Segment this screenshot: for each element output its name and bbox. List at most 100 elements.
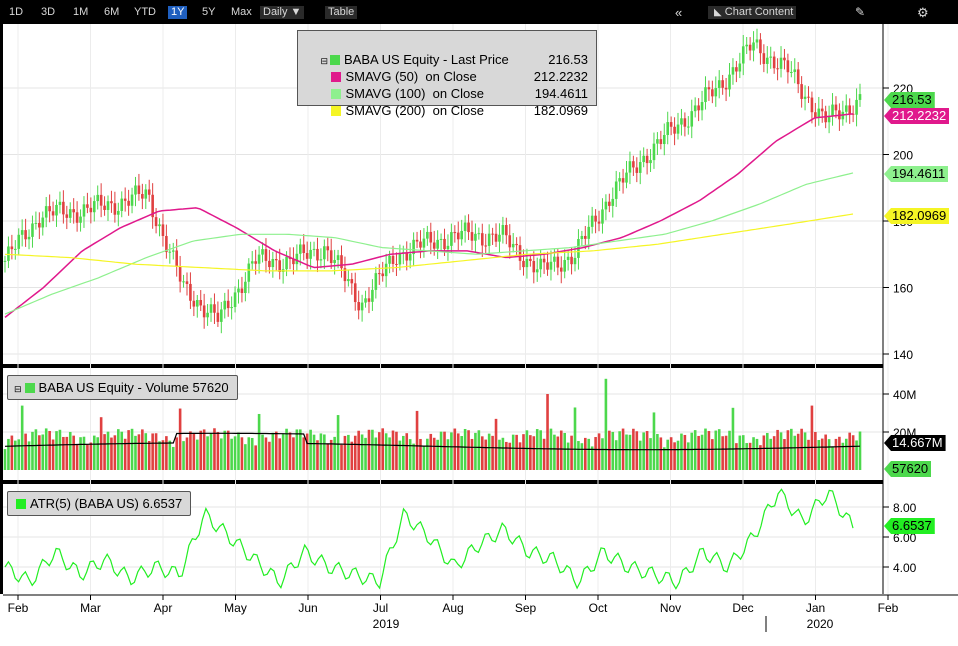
volume-bar [776, 429, 779, 470]
collapse-legend-icon[interactable]: ⊟ [14, 384, 22, 394]
volume-bar [834, 438, 838, 470]
price-candle-body [494, 233, 498, 242]
period-3d[interactable]: 3D [41, 6, 56, 18]
price-candle-body [820, 108, 824, 112]
volume-bar [635, 431, 639, 470]
volume-bar [202, 429, 206, 470]
volume-bar [285, 428, 288, 470]
price-candle-body [350, 279, 354, 284]
volume-bar [697, 435, 700, 470]
volume-bar [161, 440, 165, 470]
volume-bar [268, 441, 271, 470]
volume-bar [714, 430, 718, 470]
volume-bar [415, 410, 419, 470]
volume-bar [24, 433, 27, 470]
collapse-legend-icon[interactable]: ⊟ [320, 56, 328, 66]
month-label: Feb [8, 601, 29, 615]
price-candle-body [75, 212, 79, 223]
price-candle-body [790, 71, 793, 73]
price-candle-body [189, 283, 192, 301]
volume-bar [319, 433, 323, 470]
frequency-dropdown[interactable]: Daily ▼ [260, 6, 305, 19]
volume-bar [666, 439, 670, 470]
gear-icon[interactable]: ⚙ [917, 5, 929, 20]
price-candle-body [110, 201, 113, 204]
volume-bar [546, 394, 549, 470]
price-candle-body [786, 60, 790, 73]
volume-bar [309, 429, 312, 470]
table-button[interactable]: Table [325, 6, 358, 19]
price-tag: 216.53 [884, 92, 935, 108]
volume-bar [278, 438, 281, 470]
price-candle-body [508, 235, 512, 248]
chart-content-button[interactable]: ◣ Chart Content [708, 6, 797, 19]
volume-bar [532, 436, 536, 470]
price-candle-body [230, 307, 233, 309]
volume-bar [302, 437, 306, 470]
volume-bar [625, 434, 628, 470]
price-candle-body [312, 248, 316, 250]
volume-bar [755, 438, 759, 470]
volume-bar [367, 429, 371, 470]
month-label: Dec [732, 601, 753, 615]
price-candle-body [17, 234, 21, 249]
atr-tick-label: 6.00 [893, 531, 917, 545]
volume-bar [14, 440, 17, 470]
price-candle-body [628, 161, 632, 173]
period-ytd[interactable]: YTD [134, 6, 156, 18]
legend-row-sma100: SMAVG (100) on Close 194.4611 [306, 68, 596, 101]
price-candle-body [415, 239, 419, 242]
month-label: Jul [373, 601, 388, 615]
volume-bar [244, 444, 247, 470]
price-candle-body [367, 298, 371, 302]
volume-bar [731, 407, 735, 470]
price-candle-body [683, 118, 687, 127]
price-candle-body [669, 122, 673, 127]
price-candle-body [621, 178, 625, 183]
price-candle-body [247, 263, 251, 282]
period-max[interactable]: Max [231, 6, 252, 18]
price-candle-body [96, 194, 100, 202]
volume-bar [580, 443, 584, 470]
volume-bar [113, 435, 117, 470]
collapse-button[interactable]: « [675, 5, 683, 20]
volume-bar [676, 440, 680, 470]
volume-bar [288, 432, 292, 470]
volume-bar [388, 437, 391, 470]
price-candle-body [446, 245, 450, 250]
period-6m[interactable]: 6M [104, 6, 120, 18]
edit-icon[interactable]: ✎ [855, 5, 866, 19]
volume-bar [477, 430, 481, 470]
price-candle-body [467, 222, 470, 233]
price-candle-body [745, 44, 748, 47]
legend-label: SMAVG (200) on Close [345, 103, 484, 118]
volume-bar [518, 442, 522, 470]
period-5y[interactable]: 5Y [202, 6, 216, 18]
price-candle-body [99, 194, 103, 206]
volume-bar [748, 442, 752, 470]
volume-bar [223, 430, 227, 470]
volume-bar [408, 439, 412, 470]
price-candle-body [178, 266, 182, 282]
volume-bar [144, 433, 148, 470]
price-candle-body [68, 209, 72, 218]
price-candle-body [525, 258, 529, 268]
price-tick-label: 200 [893, 149, 913, 163]
volume-bar [405, 433, 409, 470]
price-candle-body [333, 260, 336, 264]
volume-bar [175, 437, 178, 470]
price-candle-body [14, 248, 17, 250]
price-candle-body [697, 105, 700, 111]
price-candle-body [676, 124, 680, 134]
volume-bar [295, 429, 299, 470]
volume-bar [333, 436, 336, 470]
period-1m[interactable]: 1M [73, 6, 89, 18]
period-1y[interactable]: 1Y [168, 6, 188, 19]
volume-bar [110, 437, 113, 470]
volume-bar [611, 431, 615, 470]
volume-bar [515, 434, 518, 470]
price-candle-body [511, 243, 515, 248]
price-candle-body [41, 217, 45, 228]
period-1d[interactable]: 1D [9, 6, 24, 18]
